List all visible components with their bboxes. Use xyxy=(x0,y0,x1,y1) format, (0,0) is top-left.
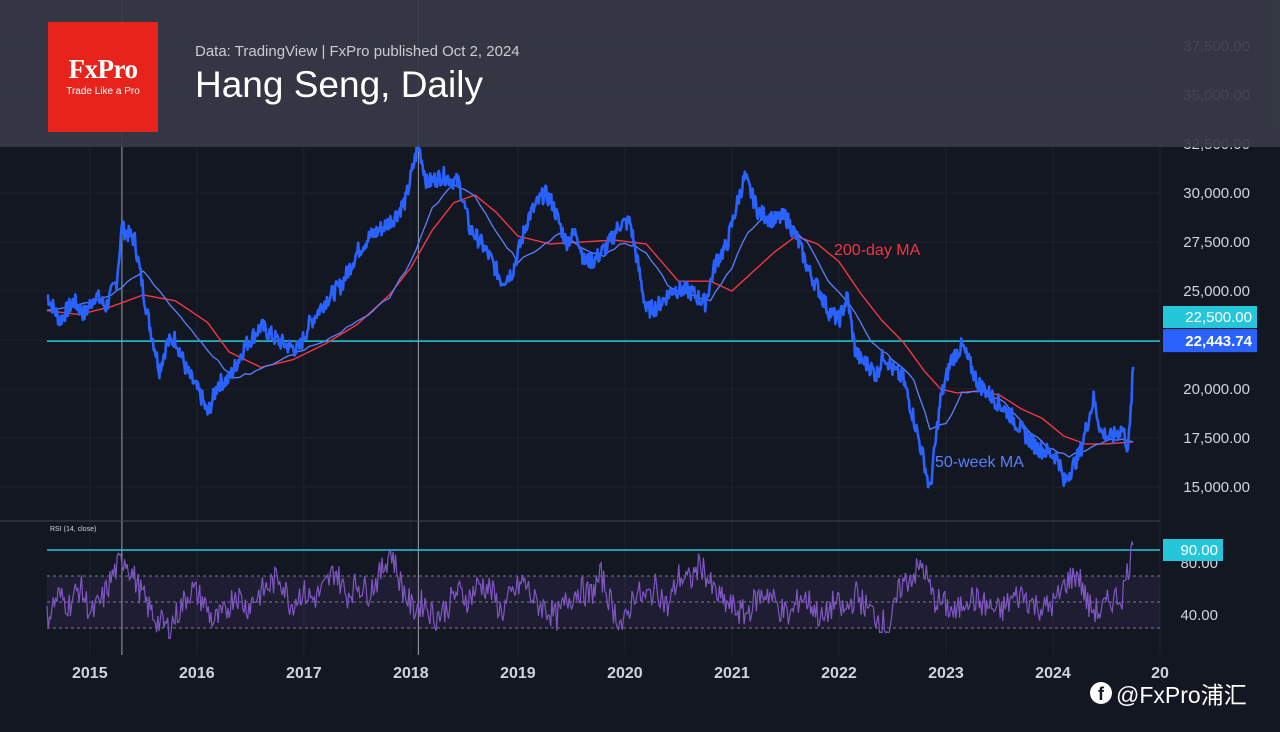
x-tick-label: 2021 xyxy=(714,665,750,682)
last-price-tag: 22,443.74 xyxy=(1185,333,1252,350)
price-series-line xyxy=(46,141,1135,489)
y-tick-label: 20,000.00 xyxy=(1183,381,1250,398)
chart-subtitle: Data: TradingView | FxPro published Oct … xyxy=(195,43,520,60)
last-price-tag-bg xyxy=(1163,329,1257,353)
x-tick-label: 2019 xyxy=(500,665,536,682)
x-tick-label: 2020 xyxy=(607,665,643,682)
chart-title: Hang Seng, Daily xyxy=(195,64,483,105)
y-tick-label: 25,000.00 xyxy=(1183,283,1250,300)
x-tick-label: 20 xyxy=(1151,665,1169,682)
rsi-y-tick-label: 40.00 xyxy=(1180,607,1218,624)
x-tick-label: 2024 xyxy=(1035,665,1071,682)
rsi-label: RSI (14, close) xyxy=(50,526,96,533)
y-tick-label: 30,000.00 xyxy=(1183,185,1250,202)
y-tick-label: 15,000.00 xyxy=(1183,479,1250,496)
ma200-annotation: 200-day MA xyxy=(834,242,921,259)
x-tick-label: 2017 xyxy=(286,665,322,682)
x-tick-label: 2018 xyxy=(393,665,429,682)
y-tick-label: 27,500.00 xyxy=(1183,234,1250,251)
watermark: f @FxPro浦汇 xyxy=(1090,676,1247,710)
ma200-series-line xyxy=(46,194,1134,445)
x-tick-label: 2015 xyxy=(72,665,108,682)
x-axis: 2015 2016 2017 2018 2019 2020 2021 2022 2023 2024… xyxy=(72,665,1169,682)
rsi-level-tag-bg xyxy=(1163,539,1223,561)
y-tick-label: 17,500.00 xyxy=(1183,430,1250,447)
ma50w-annotation: 50-week MA xyxy=(935,454,1024,471)
x-tick-label: 2022 xyxy=(821,665,857,682)
price-tag-22500-bg xyxy=(1163,306,1257,328)
rsi-series-line xyxy=(46,540,1134,639)
rsi-level-tag: 90.00 xyxy=(1180,542,1218,559)
facebook-icon: f xyxy=(1090,682,1112,704)
logo-tagline: Trade Like a Pro xyxy=(66,86,140,97)
price-tag-22500: 22,500.00 xyxy=(1185,309,1252,326)
price-tags: 22,500.00 22,443.74 xyxy=(1163,306,1257,353)
ma50w-series-line xyxy=(46,183,1134,458)
x-tick-label: 2016 xyxy=(179,665,215,682)
fxpro-logo: FxPro Trade Like a Pro xyxy=(48,22,158,132)
chart-header: FxPro Trade Like a Pro Data: TradingView… xyxy=(0,0,1280,147)
x-tick-label: 2023 xyxy=(928,665,964,682)
watermark-text: @FxPro浦汇 xyxy=(1116,682,1247,708)
logo-name: FxPro xyxy=(68,54,138,84)
